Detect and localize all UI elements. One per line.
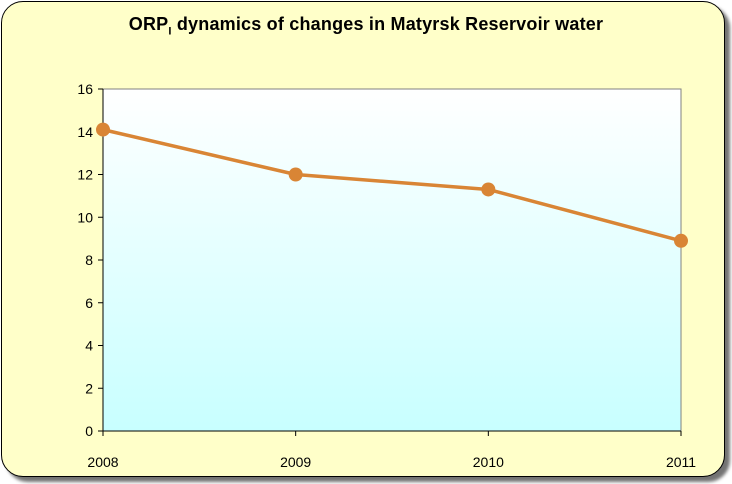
chart-title-prefix: ORP (128, 14, 169, 34)
y-tick-label: 10 (77, 209, 93, 225)
y-tick-label: 4 (85, 338, 93, 354)
series-line (102, 127, 682, 243)
y-tick-label: 8 (85, 252, 93, 268)
x-tick-label: 2011 (666, 454, 696, 470)
data-point (481, 182, 496, 197)
x-tick-label: 2008 (87, 454, 118, 470)
x-tick-label: 2009 (280, 454, 311, 470)
y-tick-label: 14 (77, 124, 93, 140)
chart-title-suffix: dynamics of changes in Matyrsk Reservoir… (171, 14, 604, 34)
chart-title: ORPI dynamics of changes in Matyrsk Rese… (0, 14, 732, 38)
y-tick-label: 6 (85, 295, 93, 311)
data-point (674, 233, 688, 248)
y-tick-label: 12 (77, 167, 93, 183)
y-tick-label: 0 (85, 423, 93, 439)
data-point (288, 167, 303, 182)
data-point (96, 122, 110, 137)
y-tick-label: 2 (85, 380, 93, 396)
y-tick-label: 16 (77, 81, 93, 97)
x-tick-label: 2010 (473, 454, 504, 470)
chart-title-subscript: I (168, 25, 172, 38)
plot-area (102, 88, 682, 432)
